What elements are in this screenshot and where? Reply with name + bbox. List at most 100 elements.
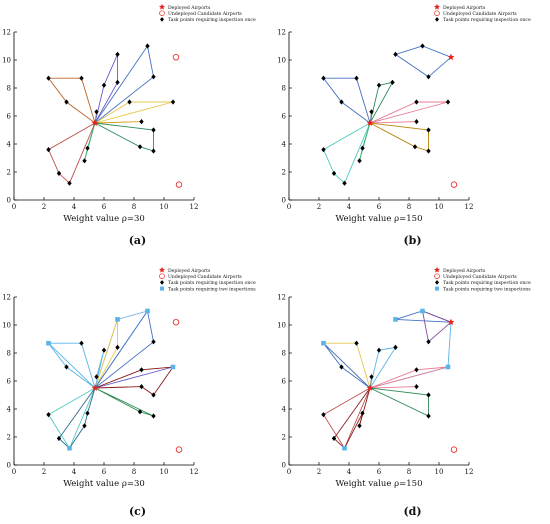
task-point-once <box>360 410 365 416</box>
task-point-once <box>151 392 156 398</box>
task-point-once <box>145 43 150 49</box>
x-tick-label: 6 <box>377 203 382 211</box>
route-line <box>322 387 371 450</box>
task-point-once <box>357 158 362 164</box>
deployed-airport <box>447 318 455 326</box>
route-line <box>369 81 394 124</box>
task-point-twice <box>393 317 398 322</box>
route-line <box>94 319 118 389</box>
x-tick-label: 12 <box>190 203 199 211</box>
y-tick-label: 2 <box>7 434 11 442</box>
task-point-once <box>321 412 326 418</box>
x-tick-label: 12 <box>465 203 474 211</box>
chart-panel-d: 0 2 4 6 8 10 12 0 2 4 6 8 10 12 Weight value ρ=150 Depl… <box>275 262 550 524</box>
x-tick-label: 4 <box>72 203 77 211</box>
task-point-once <box>115 344 120 350</box>
task-point-once <box>369 109 374 115</box>
task-point-once <box>390 79 395 85</box>
x-axis-label: Weight value ρ=30 <box>63 479 145 489</box>
route-line <box>333 387 371 449</box>
legend-marker-diamond <box>160 280 164 285</box>
route-line <box>369 322 452 389</box>
task-point-once <box>426 392 431 398</box>
y-tick-label: 2 <box>282 169 286 177</box>
x-tick-label: 2 <box>42 203 46 211</box>
legend-label: Deployed Airports <box>443 5 486 11</box>
y-tick-label: 6 <box>7 113 12 121</box>
task-point-once <box>354 340 359 346</box>
task-point-once <box>426 413 431 419</box>
legend-marker-diamond <box>435 17 439 22</box>
task-point-once <box>46 75 51 81</box>
route-line <box>369 346 397 389</box>
x-tick-label: 8 <box>132 203 136 211</box>
task-point-once <box>56 170 62 176</box>
x-tick-label: 10 <box>160 203 169 211</box>
x-tick-label: 8 <box>407 203 411 211</box>
task-point-once <box>85 145 90 151</box>
panel-caption: (b) <box>403 234 422 247</box>
task-point-once <box>393 51 398 57</box>
y-tick-label: 6 <box>282 378 287 386</box>
y-tick-label: 10 <box>277 57 286 65</box>
legend-label: Undeployed Candidate Airports <box>168 274 242 280</box>
route-line <box>94 309 154 389</box>
legend-label: Deployed Airports <box>168 5 211 11</box>
legend-marker-star <box>159 3 165 10</box>
legend-label: Task points requiring inspection once <box>168 17 256 23</box>
task-point-once <box>376 82 382 88</box>
y-tick-label: 8 <box>282 350 286 358</box>
legend-marker-circle <box>159 10 165 16</box>
y-tick-label: 4 <box>282 141 287 149</box>
deployed-airport <box>91 384 99 391</box>
y-tick-label: 8 <box>282 85 286 93</box>
task-point-twice <box>420 308 425 314</box>
task-point-twice <box>145 308 150 314</box>
deployed-airport <box>91 119 99 126</box>
panel-caption: (a) <box>128 234 147 247</box>
route-line <box>94 54 118 124</box>
y-tick-label: 12 <box>277 294 286 302</box>
legend-label: Deployed Airports <box>443 268 486 274</box>
y-tick-label: 6 <box>282 113 287 121</box>
x-tick-label: 0 <box>287 468 291 476</box>
deployed-airport <box>447 53 455 61</box>
route-line <box>94 44 154 124</box>
undeployed-airport <box>450 181 458 188</box>
task-point-once <box>139 119 144 125</box>
task-point-once <box>64 99 69 105</box>
task-point-once <box>139 384 144 390</box>
task-point-once <box>445 99 451 105</box>
legend-marker-circle <box>434 10 440 16</box>
route-line <box>47 77 96 124</box>
task-point-once <box>137 144 143 150</box>
task-point-twice <box>46 340 51 346</box>
task-point-once <box>331 170 337 176</box>
task-point-once <box>139 367 144 373</box>
task-point-once <box>357 423 362 429</box>
task-point-once <box>151 413 156 419</box>
y-tick-label: 0 <box>7 462 11 470</box>
route-line <box>369 101 449 124</box>
undeployed-airport <box>172 54 180 61</box>
task-point-once <box>339 364 344 370</box>
y-tick-label: 12 <box>277 29 286 37</box>
route-line <box>94 122 154 152</box>
task-point-once <box>101 82 107 88</box>
legend-label: Deployed Airports <box>168 268 211 274</box>
route-line <box>94 121 142 124</box>
task-point-once <box>151 148 156 154</box>
x-tick-label: 4 <box>347 203 352 211</box>
x-axis-label: Weight value ρ=30 <box>63 214 145 224</box>
route-line <box>369 122 429 152</box>
task-point-once <box>127 99 132 105</box>
task-point-twice <box>321 340 326 346</box>
chart-panel-b: 0 2 4 6 8 10 12 0 2 4 6 8 10 12 Weight value ρ=150 Depl… <box>275 0 550 262</box>
task-point-once <box>321 75 326 81</box>
task-point-once <box>79 75 84 81</box>
task-point-once <box>376 347 382 353</box>
y-tick-label: 0 <box>282 462 286 470</box>
task-point-once <box>342 180 347 186</box>
x-tick-label: 0 <box>12 468 16 476</box>
route-line <box>58 387 96 449</box>
